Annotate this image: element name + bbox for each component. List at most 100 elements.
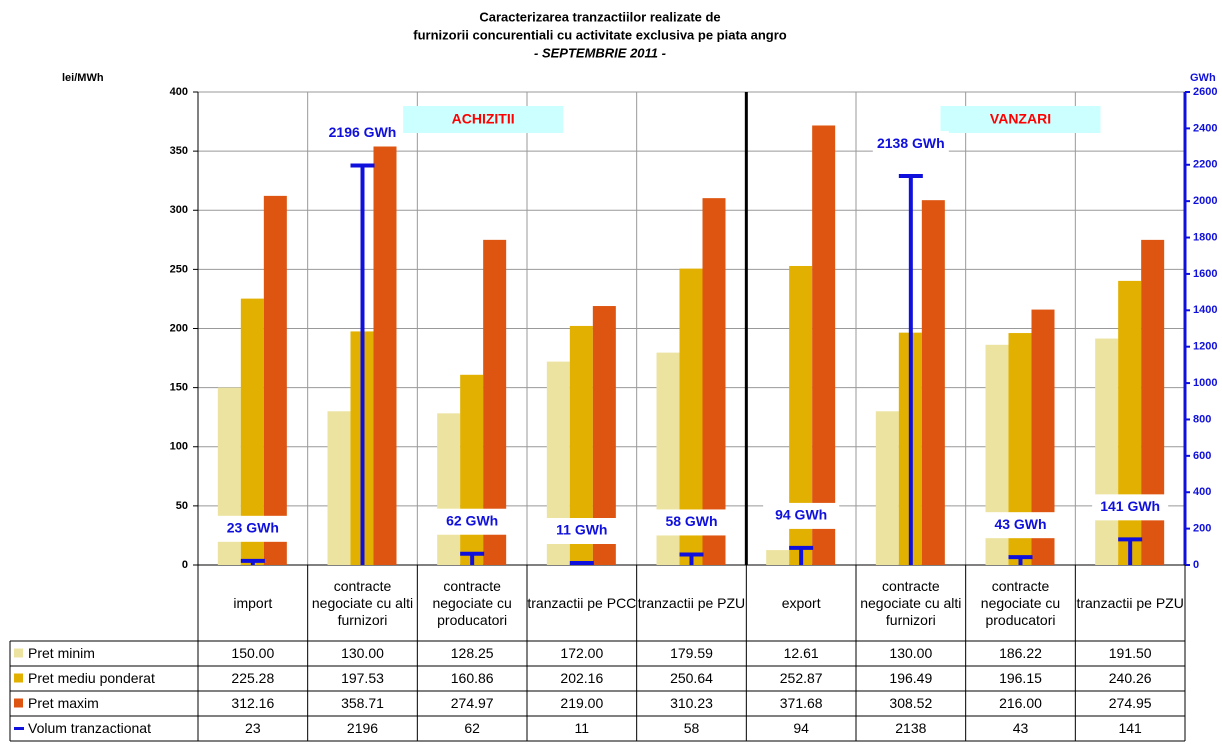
volume-label-box [1092, 494, 1169, 521]
chart-title: furnizorii concurentiali cu activitate e… [413, 27, 787, 42]
bar [437, 413, 461, 565]
table-cell: 310.23 [670, 695, 713, 711]
x-tick-label: contracte negociate cu alti furnizori [311, 577, 414, 628]
table-cell: 23 [245, 720, 261, 736]
bar [483, 239, 507, 566]
volume-label-box [214, 515, 291, 542]
table-cell: 12.61 [784, 645, 819, 661]
bar [1031, 309, 1055, 565]
table-cell: 312.16 [231, 695, 274, 711]
legend-label: Pret minim [28, 645, 95, 661]
volume-label-box [982, 512, 1059, 539]
y-tick-label: 100 [170, 441, 188, 453]
bar [679, 268, 703, 565]
table-cell: 2196 [347, 720, 378, 736]
y2-tick-label: 600 [1193, 450, 1211, 462]
y2-axis-label: GWh [1190, 72, 1216, 84]
volume-label-box [872, 131, 949, 158]
y-tick-label: 200 [170, 322, 188, 334]
data-label: 58 GWh [665, 513, 717, 529]
table-cell: 62 [464, 720, 480, 736]
y-tick-label: 350 [170, 145, 188, 157]
y2-tick-label: 2400 [1193, 122, 1217, 134]
data-label: 43 GWh [994, 516, 1046, 532]
table-cell: 358.71 [341, 695, 384, 711]
bar [1141, 239, 1165, 565]
x-tick-label: import [233, 594, 273, 611]
data-label: 2138 GWh [877, 135, 945, 151]
y-tick-label: 150 [170, 382, 188, 394]
table-cell: 160.86 [451, 670, 494, 686]
bar [1095, 338, 1119, 565]
bar [240, 298, 264, 565]
x-tick-label-box: tranzactii pe PZU [1076, 595, 1183, 611]
table-cell: 274.95 [1109, 695, 1152, 711]
chart-subtitle: - SEPTEMBRIE 2011 - [534, 45, 666, 60]
y-tick-label: 50 [176, 500, 188, 512]
bar [1008, 333, 1032, 565]
table-cell: 130.00 [889, 645, 932, 661]
table-cell: 58 [684, 720, 700, 736]
bar [460, 374, 484, 565]
volume-label-box [763, 502, 840, 529]
annotation-box [940, 106, 1101, 133]
bar [702, 198, 726, 566]
table-cell: 240.26 [1109, 670, 1152, 686]
y2-tick-label: 2000 [1193, 195, 1217, 207]
legend-key [14, 698, 23, 708]
table-cell: 196.49 [889, 670, 932, 686]
y2-tick-label: 1200 [1193, 341, 1217, 353]
volume-label-box [434, 508, 511, 535]
x-tick-label: export [781, 594, 821, 611]
bar [921, 200, 945, 565]
data-label: 2196 GWh [329, 124, 397, 140]
table-cell: 308.52 [889, 695, 932, 711]
bar [789, 265, 813, 565]
table-cell: 219.00 [560, 695, 603, 711]
table-cell: 2138 [895, 720, 926, 736]
y2-tick-label: 200 [1193, 523, 1211, 535]
data-label: 23 GWh [227, 520, 279, 536]
y2-tick-label: 1600 [1193, 268, 1217, 280]
table-cell: 94 [793, 720, 809, 736]
x-tick-label-box: tranzactii pe PCC [527, 595, 636, 611]
table-cell: 274.97 [451, 695, 494, 711]
table-cell: 172.00 [560, 645, 603, 661]
volume-label-box [543, 517, 620, 544]
bar [263, 195, 287, 566]
x-tick-label-box: contracte negociate cu producatori [432, 578, 511, 628]
bar [985, 344, 1009, 565]
table-cell: 250.64 [670, 670, 713, 686]
table-cell: 191.50 [1109, 645, 1152, 661]
table-cell: 225.28 [231, 670, 274, 686]
y2-tick-label: 400 [1193, 486, 1211, 498]
table-cell: 186.22 [999, 645, 1042, 661]
x-tick-label-box: import [233, 594, 273, 611]
legend-key [14, 673, 23, 683]
table-cell: 128.25 [451, 645, 494, 661]
table-cell: 179.59 [670, 645, 713, 661]
annotation: VANZARI [990, 111, 1051, 127]
volume-label-box [653, 509, 730, 536]
y2-tick-label: 2600 [1193, 86, 1217, 98]
bar [875, 411, 899, 565]
y2-tick-label: 1400 [1193, 304, 1217, 316]
bar [592, 306, 616, 565]
table-cell: 196.15 [999, 670, 1042, 686]
table-cell: 43 [1013, 720, 1029, 736]
table-cell: 11 [575, 720, 590, 736]
bar [812, 125, 836, 565]
table-cell: 202.16 [560, 670, 603, 686]
y-tick-label: 250 [170, 263, 188, 275]
annotation: ACHIZITII [452, 111, 515, 127]
y-tick-label: 300 [170, 204, 188, 216]
data-label: 141 GWh [1100, 498, 1160, 514]
data-label: 11 GWh [556, 522, 607, 538]
legend-label: Volum tranzactionat [28, 720, 151, 736]
x-tick-label-box: export [781, 594, 821, 611]
annotation-box [403, 106, 564, 133]
bar [569, 325, 593, 565]
table-cell: 371.68 [780, 695, 823, 711]
bar [373, 140, 397, 565]
